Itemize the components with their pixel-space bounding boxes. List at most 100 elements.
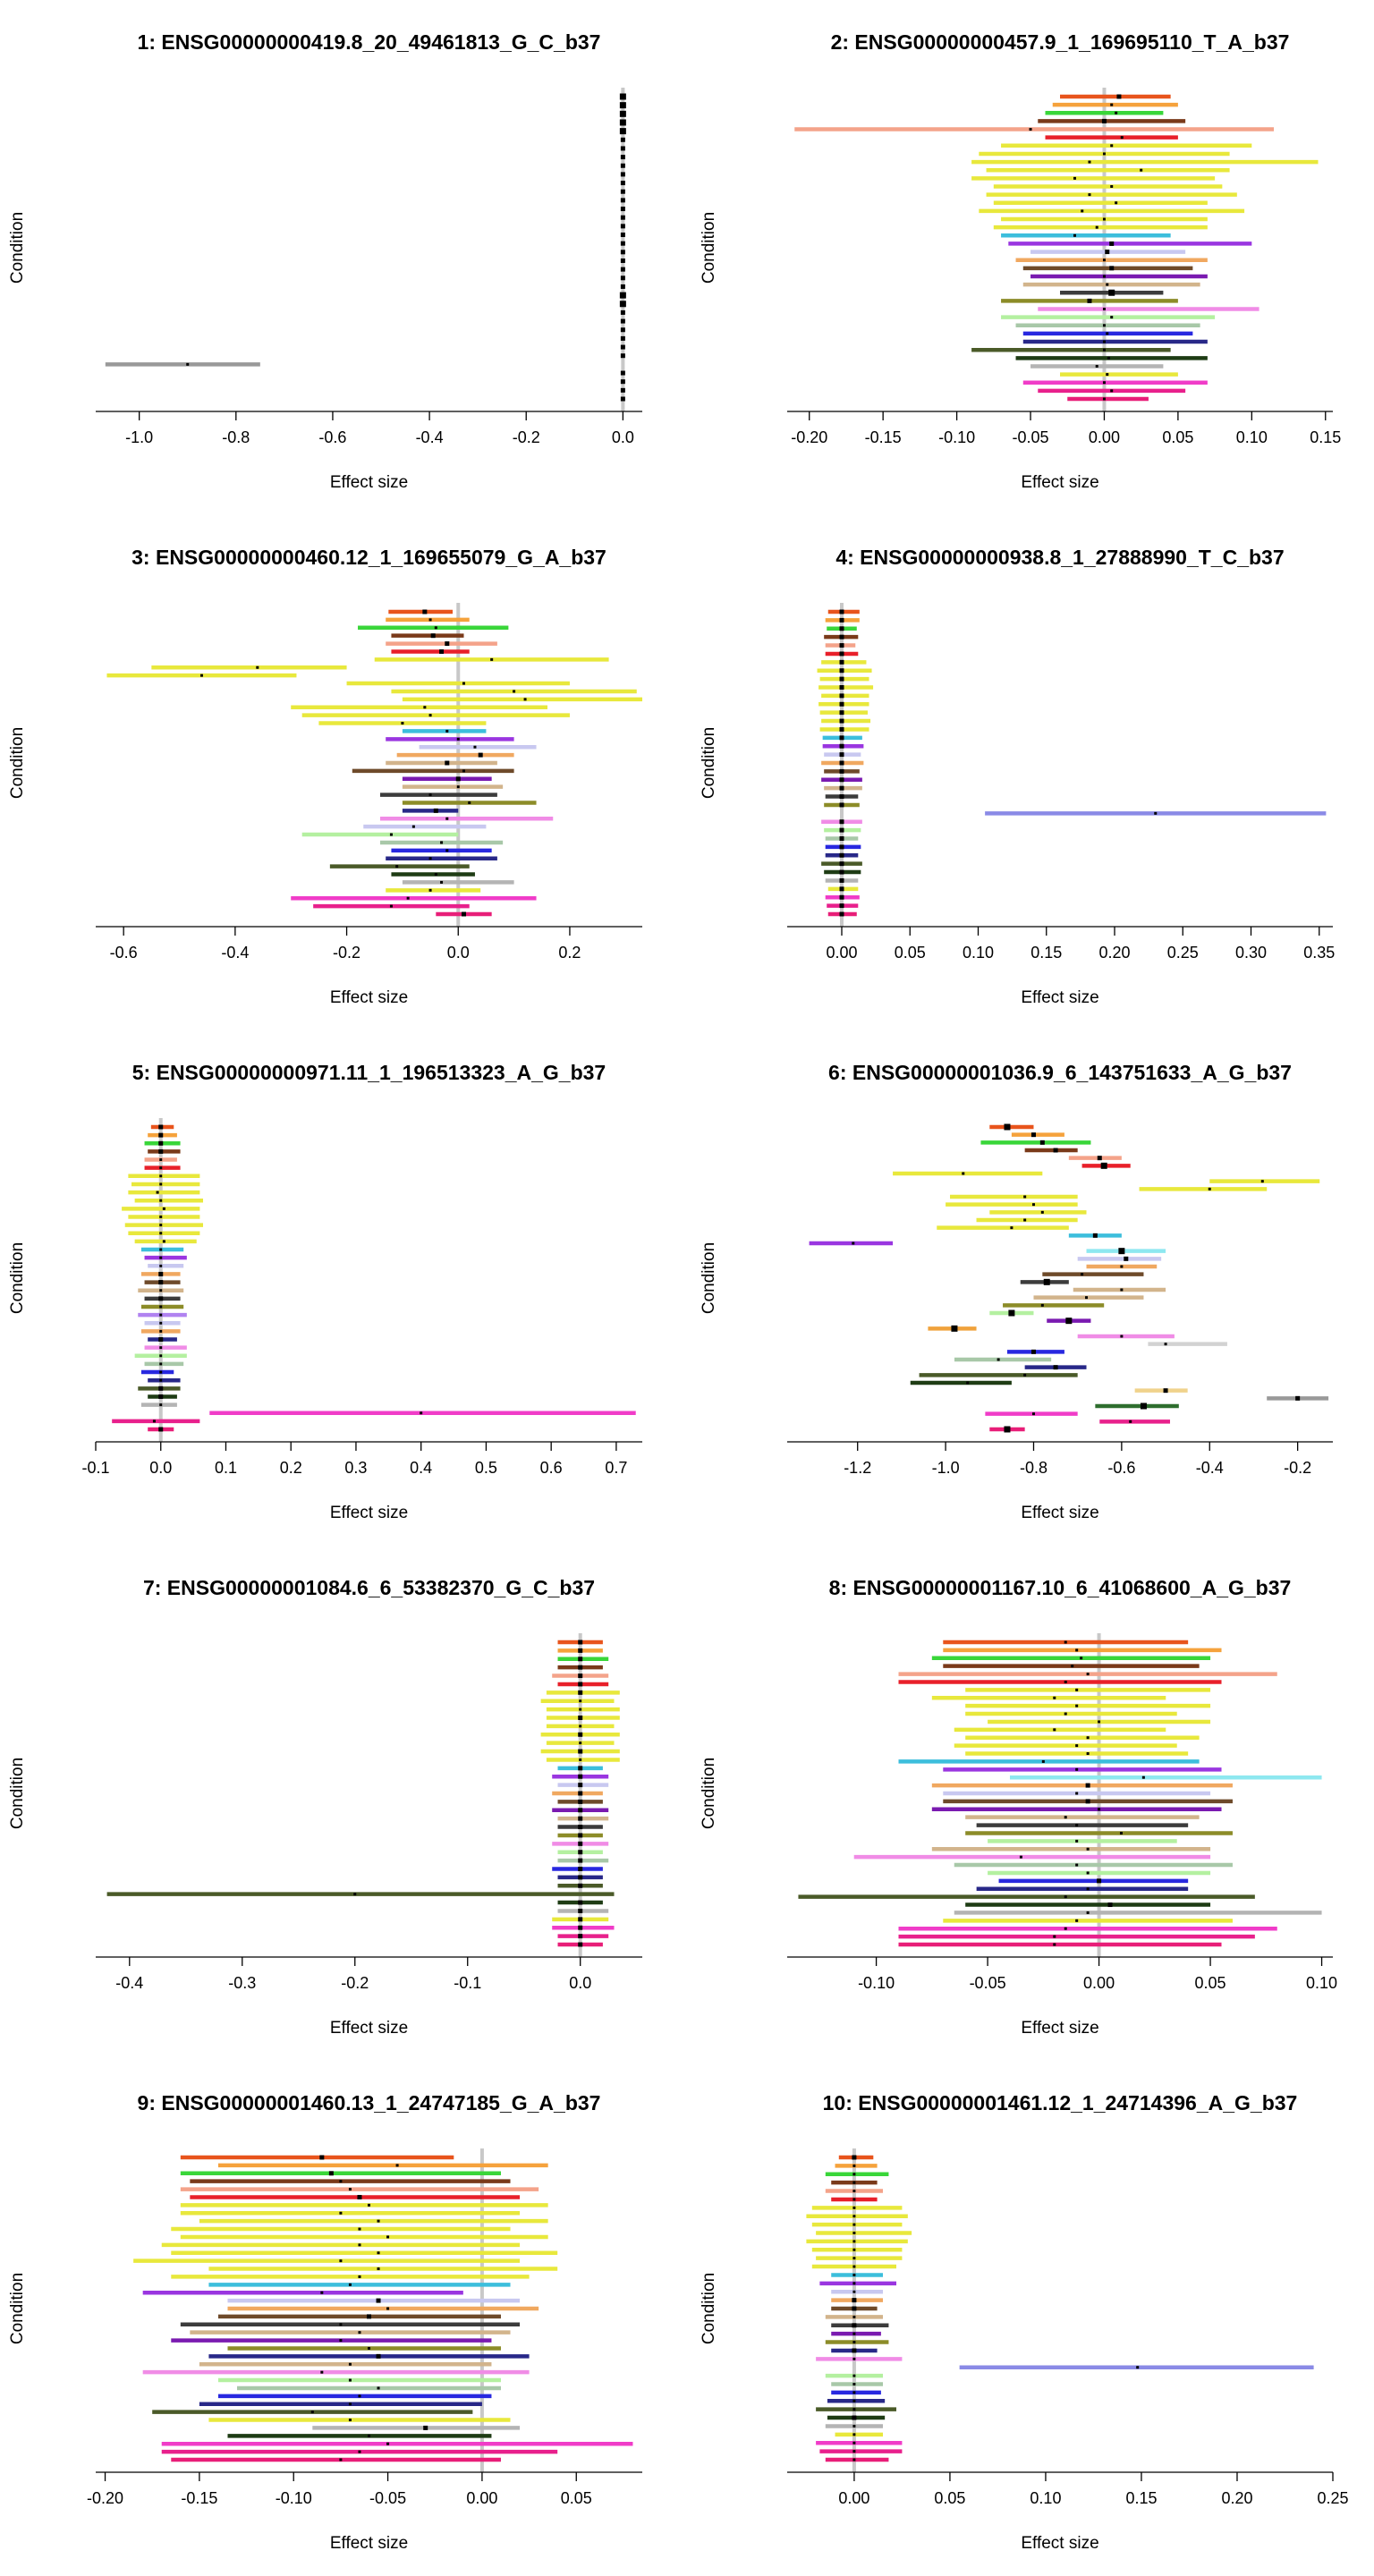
effect-point: [1030, 1349, 1036, 1354]
x-tick-label: -0.2: [513, 428, 540, 446]
effect-point: [619, 128, 626, 135]
y-axis-label: Condition: [8, 1242, 27, 1314]
effect-point: [1118, 1248, 1125, 1255]
effect-point: [368, 2434, 370, 2437]
effect-point: [1109, 241, 1115, 246]
effect-point: [620, 309, 625, 315]
x-tick-label: -0.3: [228, 1974, 256, 1992]
effect-point: [852, 2248, 856, 2251]
x-tick-label: 0.4: [410, 1459, 432, 1477]
effect-point: [852, 2290, 856, 2293]
effect-point: [1071, 1665, 1074, 1668]
effect-point: [578, 1858, 583, 1863]
effect-point: [839, 785, 844, 791]
effect-point: [852, 2181, 856, 2184]
effect-point: [395, 2164, 399, 2167]
effect-point: [358, 2394, 361, 2398]
effect-point: [423, 706, 427, 709]
effect-point: [395, 865, 399, 869]
effect-point: [997, 1358, 1000, 1361]
x-tick-label: 0.20: [1098, 944, 1130, 962]
effect-point: [376, 2353, 381, 2359]
effect-point: [839, 685, 844, 690]
panel-title: 7: ENSG00000001084.6_6_53382370_G_C_b37: [143, 1576, 595, 1599]
effect-point: [159, 1199, 163, 1202]
effect-point: [839, 609, 844, 614]
effect-point: [1085, 1783, 1090, 1788]
effect-point: [1164, 1343, 1167, 1346]
effect-point: [839, 836, 844, 841]
effect-point: [1004, 1426, 1011, 1433]
effect-point: [852, 2232, 856, 2234]
effect-point: [1075, 1792, 1079, 1795]
effect-point: [852, 2424, 856, 2428]
effect-point: [578, 1749, 583, 1754]
effect-point: [368, 2346, 370, 2350]
effect-point: [411, 825, 415, 828]
x-axis-label: Effect size: [1021, 2534, 1098, 2553]
effect-point: [158, 1271, 164, 1276]
y-axis-label: Condition: [8, 212, 27, 284]
x-axis-label: Effect size: [1021, 2019, 1098, 2038]
x-tick-label: 0.10: [1306, 1974, 1337, 1992]
effect-point: [368, 2203, 370, 2207]
x-axis-label: Effect size: [1021, 1504, 1098, 1522]
effect-point: [1075, 1824, 1079, 1827]
effect-point: [440, 841, 444, 844]
effect-point: [1064, 1927, 1067, 1930]
effect-point: [578, 1908, 583, 1913]
effect-point: [1140, 168, 1143, 172]
effect-point: [159, 1329, 163, 1333]
effect-point: [462, 769, 465, 773]
effect-point: [620, 275, 625, 281]
effect-point: [377, 2267, 380, 2271]
effect-point: [578, 1825, 583, 1830]
x-tick-label: -0.10: [858, 1974, 895, 1992]
effect-point: [523, 698, 527, 701]
x-tick-label: -0.8: [222, 428, 250, 446]
effect-point: [620, 207, 625, 212]
effect-point: [852, 2391, 856, 2394]
effect-point: [158, 1385, 164, 1391]
effect-point: [456, 737, 460, 741]
effect-point: [1102, 217, 1106, 221]
x-axis-label: Effect size: [330, 988, 408, 1007]
x-axis-label: Effect size: [1021, 988, 1098, 1007]
forest-panel-1: 1: ENSG00000000419.8_20_49461813_G_C_b37…: [8, 30, 642, 492]
effect-point: [319, 2155, 325, 2160]
effect-point: [1080, 1657, 1083, 1660]
forest-panel-7: 7: ENSG00000001084.6_6_53382370_G_C_b37 C…: [8, 1576, 642, 2038]
effect-point: [1295, 1395, 1301, 1401]
effect-point: [620, 189, 625, 194]
effect-point: [852, 2323, 857, 2328]
effect-point: [619, 119, 626, 126]
effect-point: [852, 2155, 857, 2160]
effect-point: [839, 768, 844, 774]
effect-point: [1030, 1132, 1036, 1138]
effect-point: [852, 2265, 856, 2268]
effect-point: [839, 651, 844, 657]
effect-point: [158, 1394, 164, 1399]
effect-point: [1087, 298, 1092, 303]
effect-point: [159, 1215, 163, 1218]
x-tick-label: -0.6: [1107, 1459, 1135, 1477]
effect-point: [852, 2441, 856, 2445]
effect-point: [839, 752, 844, 758]
effect-point: [159, 1232, 163, 1235]
x-tick-label: 0.25: [1317, 2489, 1348, 2507]
panel-title: 4: ENSG00000000938.8_1_27888990_T_C_b37: [835, 546, 1284, 569]
effect-point: [1110, 103, 1114, 106]
effect-point: [456, 785, 460, 789]
effect-point: [839, 701, 844, 707]
effect-point: [1110, 316, 1114, 319]
effect-point: [256, 665, 259, 669]
effect-point: [1098, 1720, 1101, 1724]
effect-point: [578, 1774, 583, 1779]
effect-point: [839, 676, 844, 682]
effect-point: [852, 2399, 856, 2402]
effect-point: [839, 894, 844, 900]
effect-point: [852, 2240, 856, 2243]
effect-point: [158, 1132, 164, 1138]
effect-point: [852, 2215, 856, 2218]
effect-point: [839, 903, 844, 909]
